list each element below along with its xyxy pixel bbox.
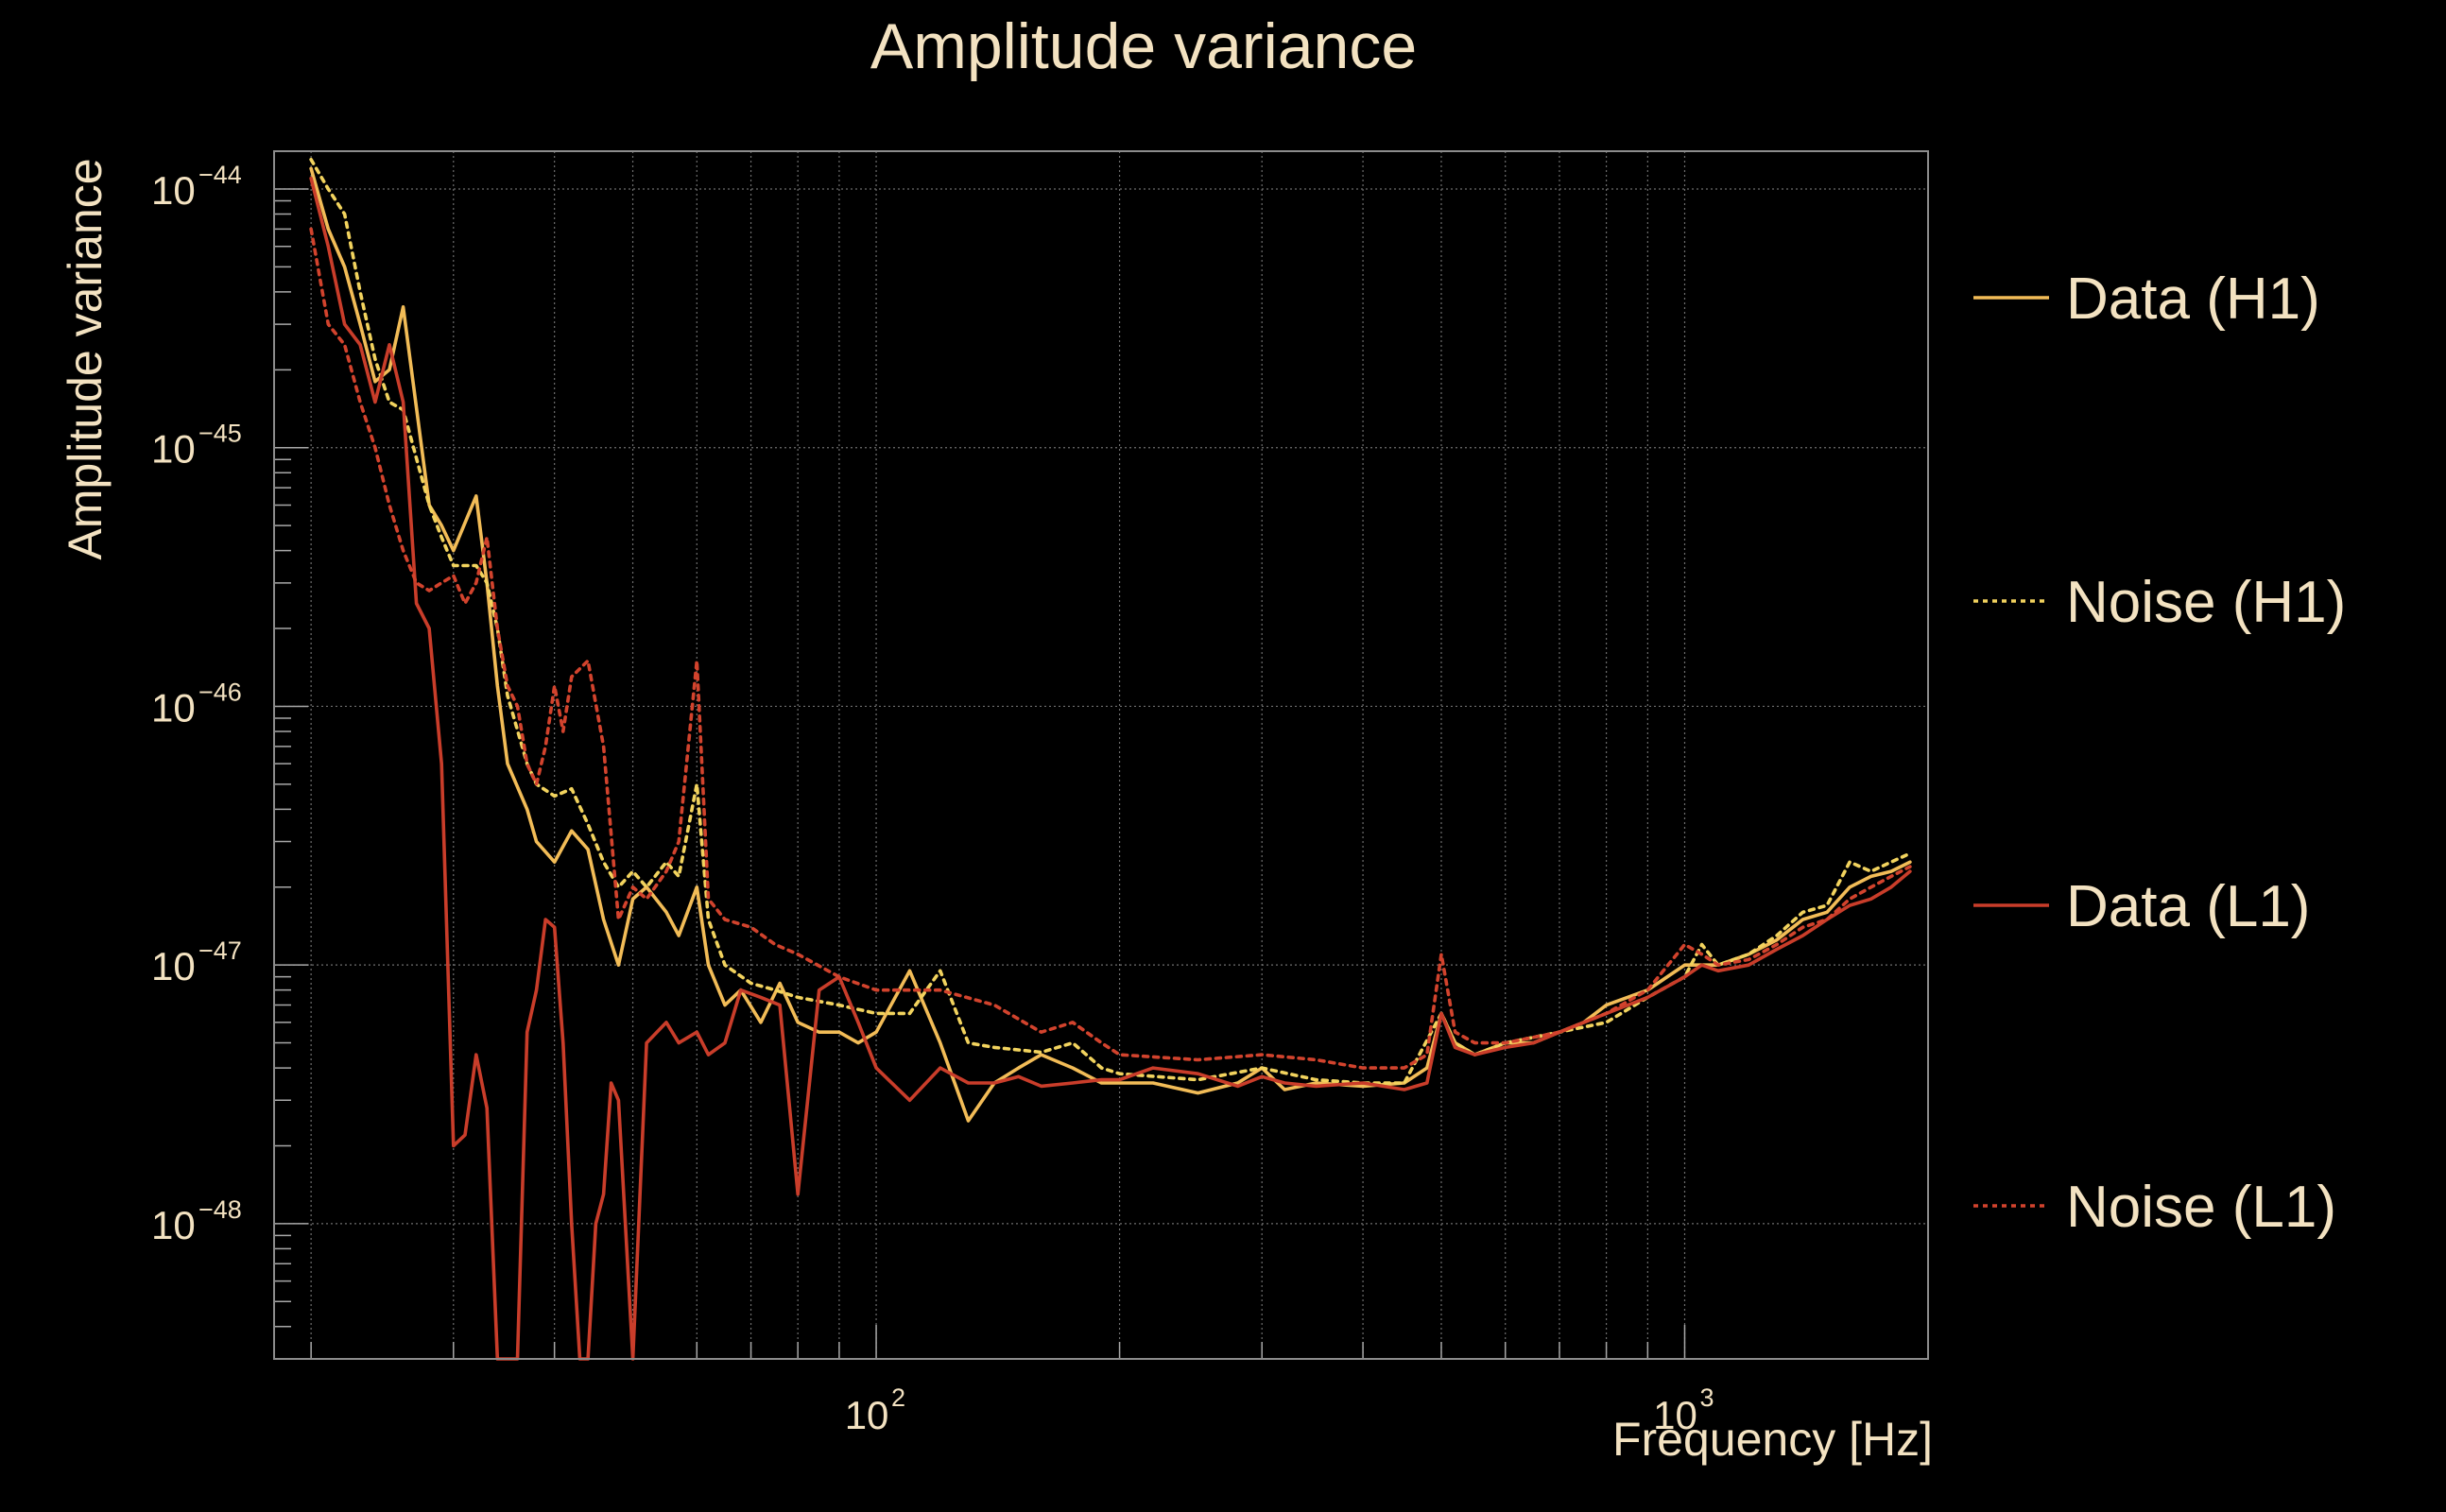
legend-label: Noise (L1) — [2066, 1175, 2336, 1240]
legend-item: Noise (H1) — [1973, 570, 2346, 635]
y-tick-exponent: −44 — [198, 161, 242, 189]
y-tick-base: 10 — [151, 1203, 196, 1247]
y-tick-label: 10 −45 — [151, 420, 242, 472]
x-tick-exponent: 3 — [1699, 1383, 1714, 1412]
legend-item: Data (L1) — [1973, 874, 2310, 939]
x-tick-base: 10 — [1653, 1393, 1697, 1437]
y-tick-base: 10 — [151, 685, 196, 730]
y-tick-exponent: −48 — [198, 1195, 242, 1224]
legend: Data (H1) Noise (H1) Data (L1) Noise (L1) — [1973, 266, 2346, 1240]
y-tick-label: 10 −46 — [151, 678, 242, 730]
y-tick-exponent: −45 — [198, 420, 242, 448]
y-tick-base: 10 — [151, 168, 196, 213]
legend-label: Noise (H1) — [2066, 570, 2346, 635]
y-tick-label: 10 −47 — [151, 936, 242, 988]
legend-label: Data (H1) — [2066, 266, 2320, 332]
chart-title: Amplitude variance — [870, 10, 1417, 82]
y-axis-label: Amplitude variance — [59, 158, 112, 559]
legend-item: Data (H1) — [1973, 266, 2320, 332]
plot-frame — [273, 150, 1929, 1360]
y-tick-label: 10 −48 — [151, 1195, 242, 1247]
x-tick-labels: 10 2 10 3 — [845, 1383, 1714, 1437]
series-line-0 — [309, 166, 1912, 1123]
y-tick-base: 10 — [151, 427, 196, 472]
legend-label: Data (L1) — [2066, 874, 2310, 939]
y-tick-base: 10 — [151, 944, 196, 988]
x-tick-exponent: 2 — [891, 1383, 905, 1412]
x-tick-label: 10 3 — [1653, 1383, 1714, 1437]
y-tick-exponent: −47 — [198, 936, 242, 965]
x-axis-label: Frequency [Hz] — [1612, 1413, 1933, 1466]
series-line-2 — [309, 176, 1912, 1361]
x-tick-label: 10 2 — [845, 1383, 905, 1437]
y-tick-label: 10 −44 — [151, 161, 242, 213]
series-line-3 — [309, 227, 1912, 1070]
y-tick-exponent: −46 — [198, 678, 242, 706]
x-tick-base: 10 — [845, 1393, 889, 1437]
minor-ticks — [274, 188, 1929, 1359]
legend-item: Noise (L1) — [1973, 1175, 2336, 1240]
series-layer — [309, 158, 1912, 1361]
